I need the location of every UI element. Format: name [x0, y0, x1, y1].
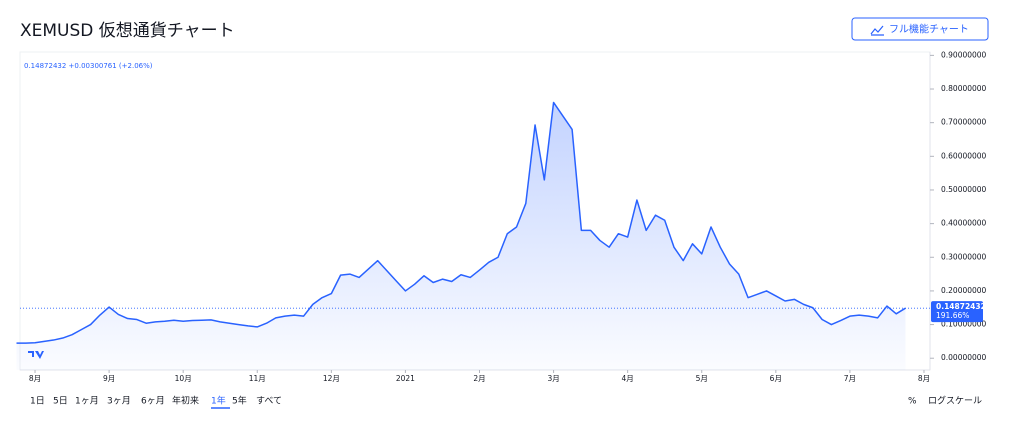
range-button[interactable]: すべて [256, 396, 282, 407]
last-price-box [931, 301, 983, 323]
x-tick-label: 9月 [103, 374, 115, 383]
price-line [16, 101, 906, 344]
percent-toggle[interactable]: % [908, 397, 917, 407]
button-border [851, 17, 989, 41]
area-fill [16, 102, 906, 370]
button-icon [870, 25, 884, 36]
range-bar: % ログスケール 1日 5日 1ヶ月 3ヶ月 6ヶ月 年初来 1年 5年 すべて [30, 395, 982, 409]
x-tick-label: 7月 [844, 374, 856, 383]
y-tick-label: 0.80000000 [941, 84, 987, 93]
last-price-label: 0.14872432 [936, 302, 986, 311]
y-tick-label: 0.90000000 [941, 50, 987, 59]
x-tick-label: 8月 [918, 374, 930, 383]
range-button[interactable]: 3ヶ月 [107, 396, 131, 407]
range-button[interactable]: 5日 [53, 396, 68, 407]
y-tick-label: 0.30000000 [941, 252, 987, 261]
y-tick-label: 0.70000000 [941, 118, 987, 127]
y-tick-label: 0.50000000 [941, 185, 987, 194]
full-chart-button[interactable]: フル機能チャート [851, 17, 989, 41]
y-tick-label: 0.60000000 [941, 151, 987, 160]
x-tick-label: 10月 [175, 374, 192, 383]
x-tick-label: 6月 [770, 374, 782, 383]
button-label: フル機能チャート [889, 23, 969, 36]
x-tick-label: 2月 [473, 374, 485, 383]
chart-title: XEMUSD 仮想通貨チャート [20, 21, 235, 41]
range-button[interactable]: 1日 [30, 396, 45, 407]
x-tick-label: 2021 [396, 374, 415, 383]
x-tick-label: 11月 [249, 374, 266, 383]
y-tick-label: 0.20000000 [941, 286, 987, 295]
y-tick-label: 0.00000000 [941, 353, 987, 362]
x-tick-label: 8月 [29, 374, 41, 383]
last-change-label: 191.66% [936, 311, 969, 320]
range-button[interactable]: 1ヶ月 [75, 396, 99, 407]
range-button[interactable]: 1年 [211, 395, 226, 407]
y-tick-label: 0.10000000 [941, 320, 987, 329]
x-tick-label: 5月 [696, 374, 708, 383]
x-tick-label: 12月 [323, 374, 340, 383]
log-toggle[interactable]: ログスケール [928, 395, 982, 407]
x-tick-label: 3月 [547, 374, 559, 383]
range-button[interactable]: 6ヶ月 [141, 396, 165, 407]
x-tick-label: 4月 [622, 374, 634, 383]
range-button[interactable]: 5年 [232, 395, 247, 407]
y-tick-label: 0.40000000 [941, 219, 987, 228]
plot: 0.00000000 0.10000000 0.20000000 0.30000000… [16, 50, 987, 383]
range-button[interactable]: 年初来 [172, 395, 199, 407]
legend-text: 0.14872432 +0.00300761 (+2.06%) [24, 62, 153, 70]
